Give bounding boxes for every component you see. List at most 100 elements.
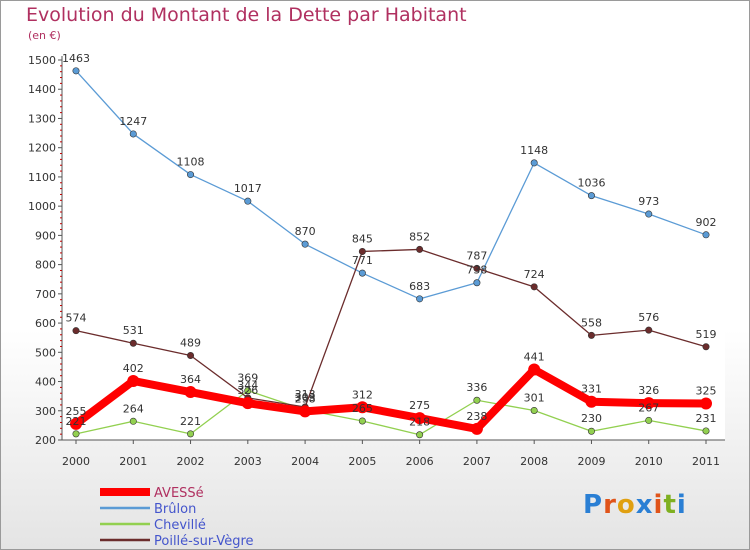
data-label-avess-: 441 bbox=[524, 351, 545, 364]
data-label-avess-: 312 bbox=[352, 388, 373, 401]
data-point-br-lon bbox=[416, 295, 424, 303]
y-tick-label: 900 bbox=[35, 229, 56, 242]
data-point-chevill- bbox=[416, 431, 424, 439]
data-label-poill-sur-v-gre: 519 bbox=[696, 328, 717, 341]
data-label-poill-sur-v-gre: 787 bbox=[466, 249, 487, 262]
data-point-poill-sur-v-gre bbox=[645, 326, 653, 334]
series-line-poill-sur-v-gre bbox=[75, 248, 707, 408]
data-label-br-lon: 738 bbox=[466, 264, 487, 277]
y-tick-label: 1200 bbox=[28, 142, 56, 155]
x-tick-label: 2002 bbox=[177, 455, 205, 468]
data-label-br-lon: 870 bbox=[295, 225, 316, 238]
x-tick-label: 2003 bbox=[234, 455, 262, 468]
data-point-avess- bbox=[184, 386, 197, 399]
data-point-br-lon bbox=[244, 197, 252, 205]
data-point-poill-sur-v-gre bbox=[416, 245, 424, 253]
x-tick-label: 2000 bbox=[62, 455, 90, 468]
x-tick-label: 2010 bbox=[635, 455, 663, 468]
data-point-avess- bbox=[127, 374, 140, 387]
x-tick-label: 2001 bbox=[119, 455, 147, 468]
data-point-avess- bbox=[356, 401, 369, 414]
value-labels: 1463 1247 1108 1017 870 771 683 738 1148 1036 973 9… bbox=[62, 52, 717, 429]
chart-title: Evolution du Montant de la Dette par Hab… bbox=[26, 4, 467, 26]
data-label-avess-: 298 bbox=[295, 392, 316, 405]
x-tick-label: 2007 bbox=[463, 455, 491, 468]
axes: 200 300 400 500 600 700 800 900 1000 1100 1200 1300… bbox=[28, 54, 725, 468]
y-tick-label: 1000 bbox=[28, 200, 56, 213]
data-point-avess- bbox=[470, 422, 483, 435]
data-point-poill-sur-v-gre bbox=[129, 339, 137, 347]
y-tick-label: 700 bbox=[35, 288, 56, 301]
data-label-chevill-: 336 bbox=[466, 381, 487, 394]
data-point-chevill- bbox=[530, 406, 538, 414]
logo-letter: i bbox=[653, 490, 664, 520]
data-point-avess- bbox=[241, 397, 254, 410]
logo-letter: t bbox=[663, 490, 677, 520]
data-point-br-lon bbox=[72, 67, 80, 75]
legend-label: Chevillé bbox=[154, 518, 206, 533]
series-line-avess- bbox=[72, 365, 710, 433]
series-lines bbox=[72, 70, 710, 436]
data-point-poill-sur-v-gre bbox=[72, 327, 80, 335]
data-point-chevill- bbox=[587, 427, 595, 435]
data-label-br-lon: 1463 bbox=[62, 52, 90, 65]
data-point-avess- bbox=[70, 417, 82, 430]
data-label-br-lon: 1108 bbox=[177, 156, 205, 169]
logo-letter: P bbox=[583, 490, 604, 520]
data-label-br-lon: 973 bbox=[638, 195, 659, 208]
logo-letter: i bbox=[676, 490, 687, 520]
data-label-br-lon: 902 bbox=[696, 216, 717, 229]
data-point-chevill- bbox=[473, 396, 481, 404]
x-tick-label: 2009 bbox=[577, 455, 605, 468]
data-label-poill-sur-v-gre: 852 bbox=[409, 230, 430, 243]
data-point-br-lon bbox=[530, 159, 538, 167]
data-point-br-lon bbox=[587, 192, 595, 200]
data-label-chevill-: 369 bbox=[237, 372, 258, 385]
data-point-br-lon bbox=[645, 210, 653, 218]
data-point-br-lon bbox=[473, 279, 481, 287]
data-point-chevill- bbox=[702, 427, 710, 435]
y-tick-label: 300 bbox=[35, 405, 56, 418]
data-label-poill-sur-v-gre: 489 bbox=[180, 337, 201, 350]
data-label-avess-: 238 bbox=[466, 410, 487, 423]
data-label-br-lon: 771 bbox=[352, 254, 373, 267]
data-point-poill-sur-v-gre bbox=[358, 247, 366, 255]
data-point-br-lon bbox=[702, 231, 710, 239]
data-label-chevill-: 265 bbox=[352, 402, 373, 415]
logo-letter: r bbox=[603, 490, 617, 520]
data-label-poill-sur-v-gre: 724 bbox=[524, 268, 545, 281]
data-point-avess- bbox=[413, 412, 426, 425]
data-point-chevill- bbox=[129, 417, 137, 425]
logo-letter: x bbox=[635, 490, 654, 520]
data-label-poill-sur-v-gre: 531 bbox=[123, 324, 144, 337]
data-point-chevill- bbox=[358, 417, 366, 425]
legend-label: AVESSé bbox=[154, 486, 204, 501]
data-point-chevill- bbox=[72, 430, 80, 438]
y-tick-label: 1400 bbox=[28, 83, 56, 96]
y-tick-label: 600 bbox=[35, 317, 56, 330]
data-label-chevill-: 230 bbox=[581, 412, 602, 425]
data-label-chevill-: 267 bbox=[638, 401, 659, 414]
y-tick-label: 1500 bbox=[28, 54, 56, 67]
data-point-poill-sur-v-gre bbox=[530, 283, 538, 291]
y-tick-label: 400 bbox=[35, 376, 56, 389]
data-label-chevill-: 303 bbox=[295, 391, 316, 404]
y-tick-label: 500 bbox=[35, 346, 56, 359]
data-point-br-lon bbox=[358, 269, 366, 277]
data-point-avess- bbox=[299, 405, 312, 418]
data-point-chevill- bbox=[244, 387, 252, 395]
data-label-br-lon: 1247 bbox=[119, 115, 147, 128]
data-point-br-lon bbox=[129, 130, 137, 138]
data-point-avess- bbox=[642, 397, 655, 410]
data-point-br-lon bbox=[187, 171, 195, 179]
legend-label: Brûlon bbox=[154, 502, 196, 517]
x-tick-label: 2004 bbox=[291, 455, 319, 468]
y-tick-label: 1300 bbox=[28, 112, 56, 125]
data-label-poill-sur-v-gre: 574 bbox=[66, 312, 87, 325]
data-point-poill-sur-v-gre bbox=[473, 264, 481, 272]
data-point-poill-sur-v-gre bbox=[702, 343, 710, 351]
data-label-poill-sur-v-gre: 344 bbox=[237, 379, 258, 392]
data-label-chevill-: 231 bbox=[696, 412, 717, 425]
data-label-br-lon: 1148 bbox=[520, 144, 548, 157]
